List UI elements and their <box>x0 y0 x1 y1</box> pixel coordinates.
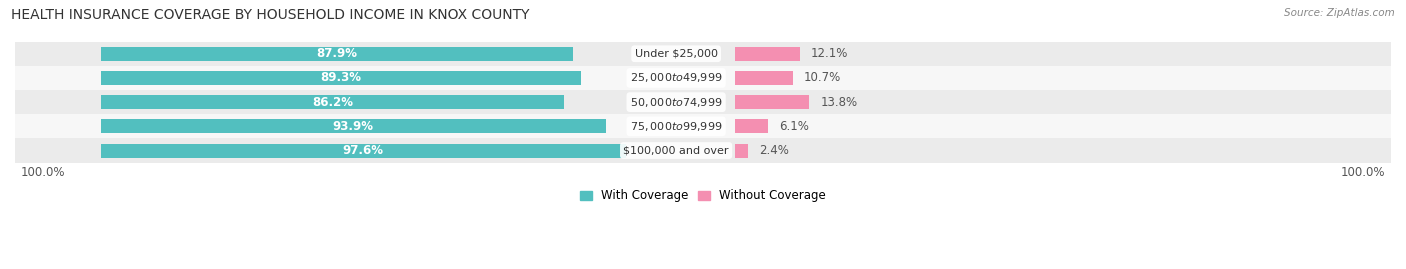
Bar <box>735 47 800 61</box>
Text: Under $25,000: Under $25,000 <box>634 49 717 59</box>
Text: 87.9%: 87.9% <box>316 47 357 60</box>
Bar <box>101 95 564 109</box>
Bar <box>101 71 581 85</box>
Bar <box>15 42 1391 66</box>
Text: 10.7%: 10.7% <box>803 72 841 84</box>
Text: 13.8%: 13.8% <box>820 96 858 109</box>
Bar <box>15 90 1391 114</box>
Bar <box>101 47 574 61</box>
Text: Source: ZipAtlas.com: Source: ZipAtlas.com <box>1284 8 1395 18</box>
Bar <box>101 119 606 133</box>
Text: HEALTH INSURANCE COVERAGE BY HOUSEHOLD INCOME IN KNOX COUNTY: HEALTH INSURANCE COVERAGE BY HOUSEHOLD I… <box>11 8 530 22</box>
Bar <box>15 66 1391 90</box>
Bar <box>15 114 1391 139</box>
Text: 100.0%: 100.0% <box>20 165 65 179</box>
Bar <box>735 144 748 158</box>
Text: $50,000 to $74,999: $50,000 to $74,999 <box>630 96 723 109</box>
Text: 100.0%: 100.0% <box>1341 165 1386 179</box>
Text: 2.4%: 2.4% <box>759 144 789 157</box>
Text: 86.2%: 86.2% <box>312 96 353 109</box>
Text: 6.1%: 6.1% <box>779 120 808 133</box>
Text: 12.1%: 12.1% <box>811 47 848 60</box>
Bar <box>101 144 626 158</box>
Text: 93.9%: 93.9% <box>333 120 374 133</box>
Text: $100,000 and over: $100,000 and over <box>623 146 728 155</box>
Bar <box>735 95 810 109</box>
Text: 97.6%: 97.6% <box>343 144 384 157</box>
Bar <box>735 119 768 133</box>
Legend: With Coverage, Without Coverage: With Coverage, Without Coverage <box>575 185 831 207</box>
Text: 89.3%: 89.3% <box>321 72 361 84</box>
Bar <box>15 139 1391 163</box>
Text: $25,000 to $49,999: $25,000 to $49,999 <box>630 72 723 84</box>
Bar <box>735 71 793 85</box>
Text: $75,000 to $99,999: $75,000 to $99,999 <box>630 120 723 133</box>
